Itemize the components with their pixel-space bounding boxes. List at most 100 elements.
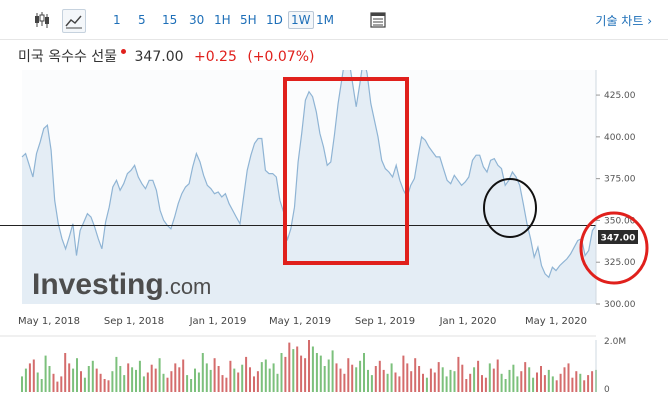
timeframe-1m[interactable]: 1M [316,13,334,27]
table-view-icon[interactable] [367,9,389,31]
volume-bar [209,369,212,392]
volume-bar [390,363,393,392]
volume-bar [461,364,464,392]
volume-zero-label: 0 [604,385,610,395]
volume-bar [142,376,145,392]
candlestick-icon[interactable] [31,9,53,31]
volume-bar [520,371,523,392]
volume-bar [123,375,126,392]
volume-bar [382,369,385,392]
date-tick-label: May 1, 2018 [18,316,80,327]
volume-bar [233,368,236,392]
volume-bar [508,369,511,392]
timeframe-30[interactable]: 30 [189,13,205,27]
volume-bar [465,379,468,392]
volume-bar [131,367,134,392]
volume-bar [170,371,173,392]
volume-bar [355,367,358,392]
date-tick-label: Jan 1, 2019 [189,316,247,327]
instrument-price: 347.00 [134,49,184,65]
volume-bar [327,359,330,392]
volume-bar [406,363,409,392]
volume-bar [28,363,31,392]
volume-bar [256,371,259,392]
price-change: +0.25 [193,49,237,65]
volume-bar [591,371,594,392]
timeframe-5h[interactable]: 5H [240,13,257,27]
volume-bar [315,353,318,392]
volume-bar [150,364,153,392]
volume-bar [186,375,189,392]
volume-bar [115,356,118,392]
volume-bar [477,360,480,392]
volume-bar [571,377,574,392]
volume-bar [24,368,27,392]
date-tick-label: Sep 1, 2019 [355,316,415,327]
volume-bar [32,359,35,392]
annotation-red-box [283,77,409,265]
volume-bar [64,353,67,392]
technical-chart-link[interactable]: 기술 차트 › [595,14,652,28]
volume-bar [292,349,295,392]
volume-bar [83,377,86,392]
volume-bar [504,379,507,392]
volume-bar [402,355,405,392]
volume-bar [547,369,550,392]
volume-bar [378,360,381,392]
timeframe-5[interactable]: 5 [138,13,146,27]
volume-bar [398,376,401,392]
volume-bar [253,376,255,392]
volume-bar [103,379,106,392]
price-chart[interactable]: 300.00 325.00 350.00 375.00 400.00 425.00 May… [0,70,668,401]
volume-bar [76,358,78,392]
volume-bar [410,371,413,392]
price-axis: 300.00 325.00 350.00 375.00 400.00 425.00 [595,70,636,310]
volume-bar [264,359,267,392]
volume-bar [488,363,491,392]
volume-bar [166,377,169,392]
volume-bar [359,360,362,392]
volume-bar [500,373,503,392]
volume-bar [95,368,98,392]
volume-bar [272,363,275,392]
volume-bar [146,372,149,392]
volume-bar [162,373,165,392]
volume-bar [496,359,499,392]
volume-bar [21,376,23,392]
volume-bar [425,377,428,392]
volume-bar [532,377,535,392]
volume-bar [449,369,452,392]
line-chart-icon[interactable] [62,9,86,33]
price-change-percent: (+0.07%) [247,49,315,65]
volume-bar [481,375,483,392]
timeframe-1[interactable]: 1 [113,13,121,27]
timeframe-15[interactable]: 15 [162,13,178,27]
volume-bar [347,358,350,392]
volume-bar [260,362,263,392]
volume-bar [194,368,196,392]
volume-bar [351,364,354,392]
volume-bar [127,363,130,392]
volume-bar [319,355,322,392]
volume-bar [528,367,531,392]
volume-bar [422,373,424,392]
chart-toolbar: 1 5 15 30 1H 5H 1D 1W 1M 기술 차트 › [0,0,668,40]
date-tick-label: Jan 1, 2020 [439,316,497,327]
volume-bar [60,376,63,392]
annotation-black-circle [483,178,537,238]
investing-watermark: Investing.com [32,268,211,301]
volume-bar [174,363,177,392]
volume-bar [524,362,527,392]
volume-bar [52,373,55,392]
volume-bar [288,342,291,392]
timeframe-1d[interactable]: 1D [266,13,283,27]
volume-bar [575,371,578,392]
volume-bar [394,372,397,392]
volume-bar [135,369,137,392]
timeframe-1h[interactable]: 1H [214,13,231,27]
timeframe-1w[interactable]: 1W [288,11,314,29]
volume-bar [386,373,389,392]
instrument-name: 미국 옥수수 선물 [18,49,118,65]
volume-bar [457,356,460,392]
volume-bar [245,356,248,392]
